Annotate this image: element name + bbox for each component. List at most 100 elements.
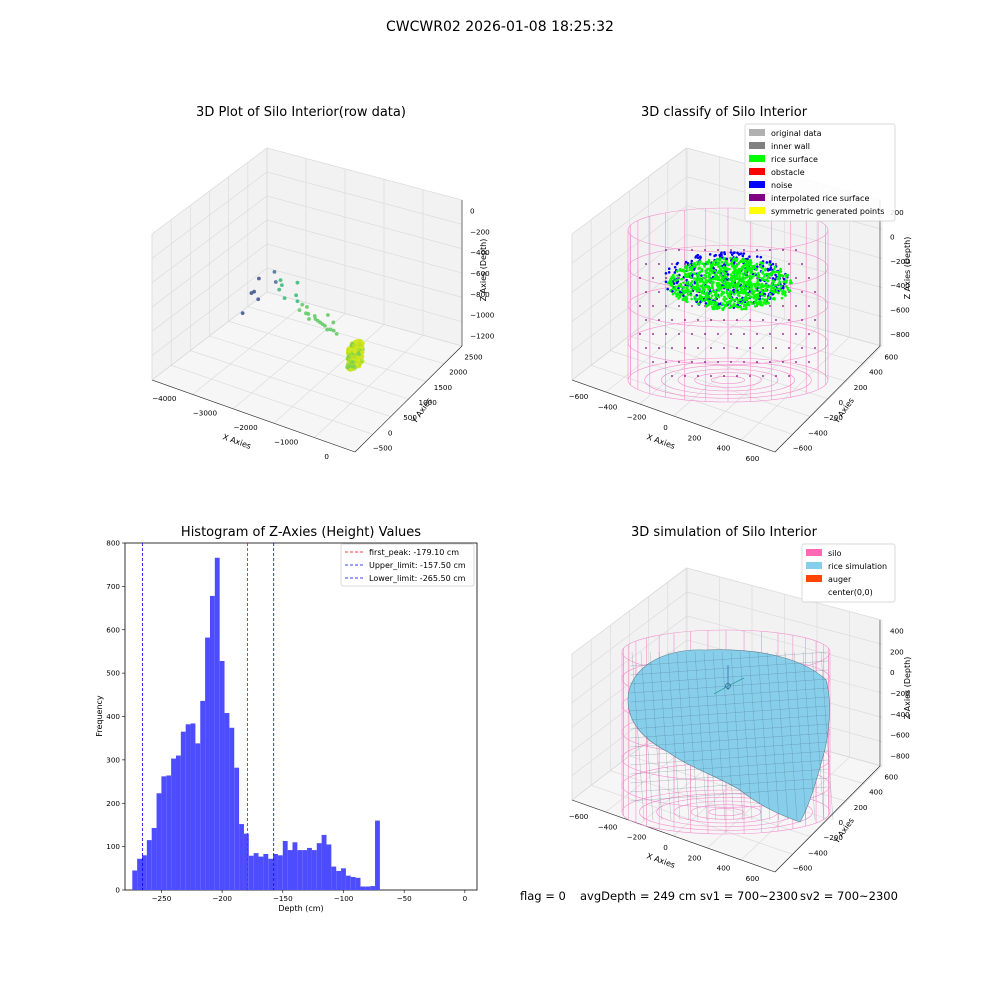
p1-cluster-point (353, 339, 358, 344)
p2-interp-point (788, 263, 790, 265)
p2-rice-point (770, 287, 773, 291)
p2-rice-point (740, 291, 744, 295)
p2-xtick: 0 (663, 423, 668, 432)
p4-mesh-line (685, 651, 699, 821)
p3-bar (302, 850, 308, 890)
p2-rice-point (766, 285, 770, 289)
p2-rice-point (761, 272, 765, 275)
p2-floor-ring (711, 376, 745, 384)
p2-rice-point (750, 289, 753, 292)
p4-ztick: 400 (890, 626, 904, 635)
p2-rice-point (675, 295, 678, 298)
p2-rice-point (720, 260, 724, 264)
p2-rice-point (670, 282, 674, 285)
p2-legend-swatch (749, 168, 765, 175)
p2-rice-point (773, 265, 777, 269)
p2-noise-point (730, 253, 734, 256)
p2-interp-point (723, 347, 725, 349)
p2-rice-point (760, 303, 764, 307)
p3-bar (214, 557, 220, 890)
p1-ztick: −800 (470, 290, 490, 299)
p3-bar (292, 842, 298, 890)
p3-xtick: −150 (273, 894, 293, 903)
p2-noise-point (704, 302, 708, 305)
p3-bar (166, 775, 172, 890)
p2-rice-point (735, 283, 739, 286)
p4-legend-swatch (806, 575, 822, 582)
p2-rice-point (678, 284, 682, 288)
p2-rice-point (687, 273, 690, 277)
p4-mesh-line (820, 651, 834, 821)
p2-rice-point (746, 292, 749, 296)
p2-rice-point (690, 289, 693, 293)
p2-interp-point (762, 319, 764, 321)
p3-xtick: −250 (152, 894, 172, 903)
p2-xtick: −400 (598, 402, 618, 411)
p2-rice-point (707, 271, 710, 275)
p2-rice-point (747, 279, 750, 282)
p2-rice-point (683, 296, 687, 299)
p2-interp-point (665, 305, 667, 307)
p4-ztick: −200 (890, 689, 910, 698)
p2-interp-point (808, 305, 810, 307)
p2-rice-point (716, 285, 720, 289)
p2-noise-point (667, 267, 671, 271)
p2-legend-label: interpolated rice surface (771, 194, 869, 203)
p2-ytick: −200 (823, 413, 843, 422)
p2-rice-point (727, 300, 730, 304)
p2-rice-point (741, 268, 744, 271)
p3-bar (151, 827, 157, 890)
p3-legend-frame (340, 543, 475, 587)
p2-rice-point (741, 265, 745, 268)
p2-rice-point (722, 257, 726, 261)
p2-rice-point (682, 281, 685, 284)
p1-cluster-point (352, 355, 357, 360)
p2-rice-point (683, 298, 687, 302)
p2-rice-point (681, 277, 684, 281)
p2-rice-point (754, 268, 758, 272)
p2-rice-point (712, 300, 716, 304)
p2-rice-point (763, 289, 767, 293)
p2-rice-point (728, 294, 732, 297)
p2-rice-point (702, 262, 705, 266)
p2-rice-point (728, 306, 731, 310)
p2-rice-point (760, 261, 763, 265)
p2-rice-point (719, 264, 722, 268)
p2-rice-point (725, 289, 729, 293)
p2-rice-point (714, 297, 717, 301)
p2-ztick: −600 (890, 306, 910, 315)
p2-interp-point (814, 347, 816, 349)
p2-noise-point (725, 257, 728, 261)
p3-bar (209, 595, 215, 890)
p2-rice-point (736, 269, 740, 272)
p2-interp-point (788, 319, 790, 321)
p3-bar (360, 886, 366, 890)
p2-rice-point (766, 301, 770, 304)
p2-rice-point (667, 281, 671, 284)
p2-rice-point (732, 266, 736, 269)
p1-cluster-point (356, 359, 361, 364)
p3-ytick: 0 (115, 886, 120, 895)
p1-point (249, 291, 254, 295)
p3-bar (146, 840, 152, 890)
p2-floor-ring (644, 361, 812, 399)
p2-rice-point (706, 303, 710, 307)
p2-rice-point (700, 280, 704, 283)
p2-rice-point (728, 302, 732, 306)
p3-bar (331, 866, 337, 890)
p2-rice-point (722, 297, 725, 301)
p4-mesh-line (629, 777, 829, 793)
p2-rice-point (724, 279, 727, 282)
p2-rice-point (756, 280, 759, 284)
p4-legend-label: rice simulation (828, 562, 887, 571)
p2-rice-point (715, 294, 718, 298)
p3-bar (326, 844, 332, 890)
p2-interp-point (652, 333, 654, 335)
p2-rice-point (790, 281, 793, 285)
p3-legend-label: first_peak: -179.10 cm (369, 548, 459, 557)
p4-legend-label: silo (828, 549, 842, 558)
p2-noise-point (736, 251, 739, 255)
p2-rice-point (740, 288, 744, 292)
p2-rice-point (733, 269, 737, 273)
p2-rice-point (717, 295, 721, 299)
